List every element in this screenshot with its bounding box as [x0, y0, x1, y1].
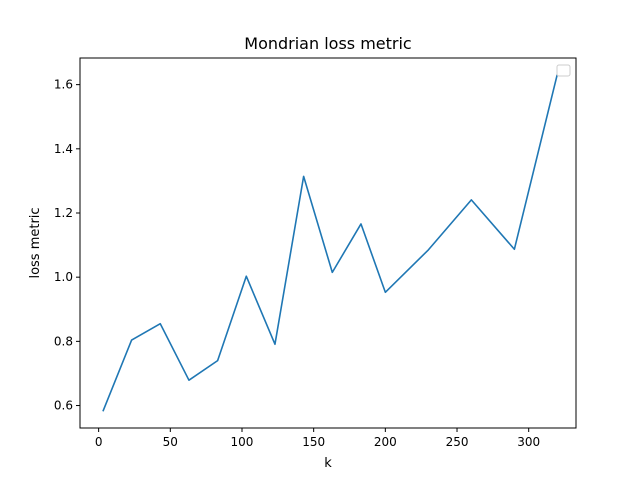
x-axis: 0 50 100 150 200 250 300 [95, 428, 540, 449]
series-line [102, 73, 559, 412]
y-axis-label: loss metric [28, 207, 43, 278]
x-tick-label: 50 [163, 435, 178, 449]
x-axis-label: k [324, 456, 332, 471]
x-tick-label: 300 [517, 435, 540, 449]
x-tick-label: 100 [231, 435, 254, 449]
plot-area [80, 58, 576, 428]
legend-box [556, 64, 571, 77]
plot-frame [79, 57, 577, 429]
y-tick-label: 1.4 [54, 142, 73, 156]
x-tick-label: 200 [374, 435, 397, 449]
y-axis: 0.6 0.8 1.0 1.2 1.4 1.6 [54, 78, 80, 413]
y-tick-label: 0.6 [54, 399, 73, 413]
chart-title: Mondrian loss metric [244, 34, 411, 53]
series-layer [102, 73, 559, 412]
x-tick-label: 0 [95, 435, 103, 449]
x-tick-label: 250 [446, 435, 469, 449]
y-tick-label: 1.6 [54, 78, 73, 92]
y-tick-label: 1.0 [54, 270, 73, 284]
x-tick-label: 150 [302, 435, 325, 449]
y-tick-label: 1.2 [54, 206, 73, 220]
y-tick-label: 0.8 [54, 334, 73, 348]
